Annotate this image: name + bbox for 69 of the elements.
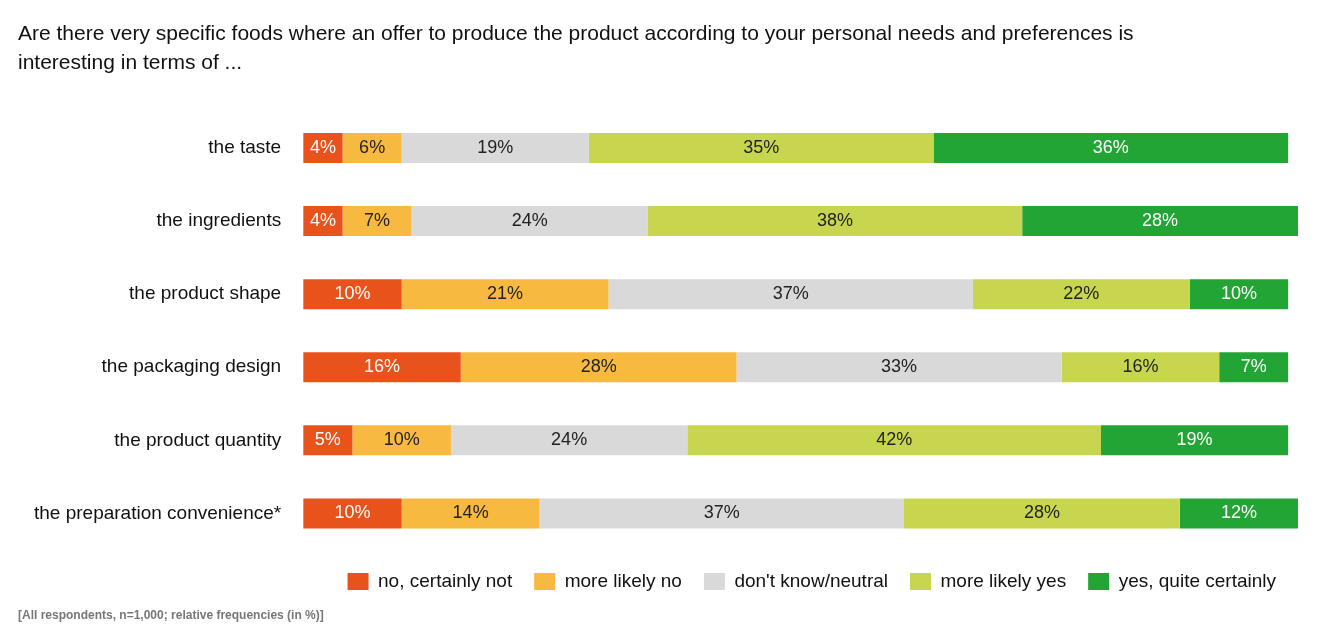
data-label: 5% [314,429,341,450]
data-label: 36% [1092,136,1129,157]
data-label: 12% [1220,502,1257,523]
bar [401,498,540,529]
bar [608,279,973,310]
data-label: 37% [772,283,809,304]
bar [460,352,737,383]
legend-label: no, certainly not [378,569,513,591]
bar [352,425,451,456]
data-label: 7% [364,210,391,231]
legend-label: more likely no [564,569,682,591]
legend-label: yes, quite certainly [1118,569,1277,591]
bar [1219,352,1289,383]
bar [647,206,1023,237]
bar [588,132,934,163]
bar [1101,425,1289,456]
bar [904,498,1180,529]
data-label: 16% [1122,356,1159,377]
data-label: 22% [1063,283,1100,304]
data-label: 19% [1176,429,1213,450]
text: [All respondents, n=1,000; relative frequencies (in %)] [18,608,324,622]
bar [539,498,905,529]
bar [450,425,688,456]
bar [401,132,589,163]
data-label: 28% [580,356,617,377]
data-label: 21% [487,283,524,304]
data-label: 42% [876,429,913,450]
data-label: 28% [1023,502,1060,523]
data-label: 33% [881,356,918,377]
data-label: 14% [452,502,489,523]
y-tick-label: the packaging design [101,355,282,377]
bar [342,206,412,237]
bar [303,352,461,383]
data-label: 10% [334,502,371,523]
chart-title: Are there very specific foods where an offer to produce the product according to your personal needs and preferences is interesting in terms of ... [18,20,1135,75]
data-label: 28% [1142,210,1179,231]
y-tick-label: the product quantity [114,428,282,450]
data-label: 24% [511,210,548,231]
data-label: 19% [477,136,514,157]
data-label: 6% [359,136,386,157]
data-label: 10% [334,283,371,304]
bar [972,279,1190,310]
bar [933,132,1289,163]
bar [401,279,609,310]
data-label: 38% [817,210,854,231]
legend-label: don't know/neutral [734,569,889,591]
bar [303,498,402,529]
bar [1189,279,1289,310]
y-tick-label: the ingredients [156,209,282,231]
data-label: 35% [743,136,780,157]
data-label: 4% [309,136,336,157]
data-label: 37% [703,502,740,523]
bar [1022,206,1298,237]
bar [687,425,1102,456]
legend-label: more likely yes [940,569,1067,591]
bar [1061,352,1220,383]
bar [303,279,402,310]
bar [411,206,648,237]
bar [736,352,1062,383]
y-tick-label: the product shape [129,282,282,304]
data-label: 24% [551,429,588,450]
y-tick-label: the taste [208,136,282,158]
data-label: 16% [363,356,400,377]
data-label: 10% [1220,283,1257,304]
data-label: 10% [383,429,420,450]
data-label: 7% [1240,356,1267,377]
bar [1179,498,1298,529]
y-tick-label: the preparation convenience* [33,501,282,523]
data-label: 4% [309,210,336,231]
